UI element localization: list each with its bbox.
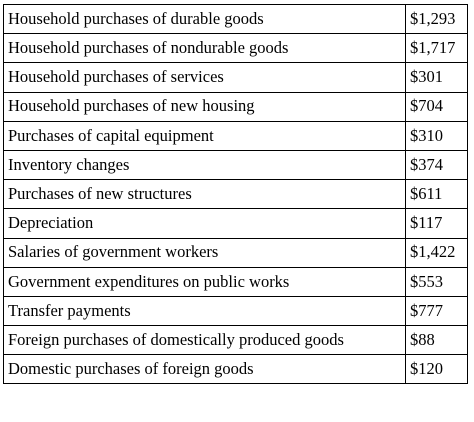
row-label: Household purchases of new housing	[3, 91, 406, 122]
table-row: Transfer payments $777	[3, 295, 468, 327]
table-row: Inventory changes $374	[3, 149, 468, 181]
table-row: Depreciation $117	[3, 208, 468, 239]
row-value: $777	[405, 295, 468, 327]
table-row: Salaries of government workers $1,422	[3, 237, 468, 268]
row-label: Purchases of new structures	[3, 179, 406, 210]
table-row: Government expenditures on public works …	[3, 266, 468, 297]
table-row: Household purchases of services $301	[3, 62, 468, 93]
row-value: $117	[405, 208, 468, 239]
table-row: Household purchases of new housing $704	[3, 91, 468, 122]
row-value: $88	[405, 325, 468, 356]
row-value: $611	[405, 179, 468, 210]
row-value: $310	[405, 120, 468, 151]
row-value: $374	[405, 149, 468, 181]
row-value: $1,293	[405, 3, 468, 35]
table-row: Household purchases of durable goods $1,…	[3, 3, 468, 35]
economic-data-table: Household purchases of durable goods $1,…	[3, 3, 468, 385]
row-label: Household purchases of services	[3, 62, 406, 93]
row-label: Foreign purchases of domestically produc…	[3, 325, 406, 356]
row-value: $1,422	[405, 237, 468, 268]
table-body: Household purchases of durable goods $1,…	[3, 3, 468, 385]
table-row: Household purchases of nondurable goods …	[3, 33, 468, 64]
row-value: $704	[405, 91, 468, 122]
row-label: Transfer payments	[3, 295, 406, 327]
table-row: Purchases of new structures $611	[3, 179, 468, 210]
row-label: Salaries of government workers	[3, 237, 406, 268]
table-row: Purchases of capital equipment $310	[3, 120, 468, 151]
row-label: Household purchases of durable goods	[3, 3, 406, 35]
row-label: Domestic purchases of foreign goods	[3, 354, 406, 385]
row-value: $553	[405, 266, 468, 297]
row-value: $1,717	[405, 33, 468, 64]
table-row: Domestic purchases of foreign goods $120	[3, 354, 468, 385]
row-value: $301	[405, 62, 468, 93]
row-label: Government expenditures on public works	[3, 266, 406, 297]
row-label: Purchases of capital equipment	[3, 120, 406, 151]
row-label: Inventory changes	[3, 149, 406, 181]
table-row: Foreign purchases of domestically produc…	[3, 325, 468, 356]
data-table-container: Household purchases of durable goods $1,…	[3, 3, 468, 385]
row-label: Household purchases of nondurable goods	[3, 33, 406, 64]
row-label: Depreciation	[3, 208, 406, 239]
row-value: $120	[405, 354, 468, 385]
